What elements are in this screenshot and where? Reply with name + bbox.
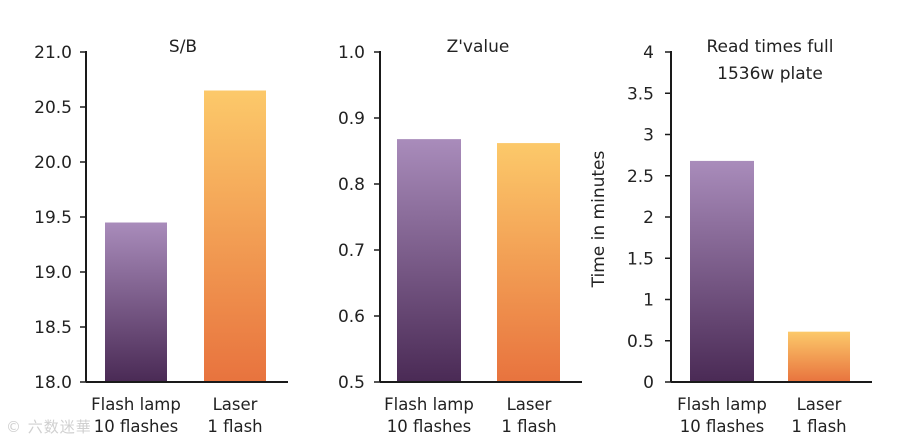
chart-title-3-line-1: Read times full (707, 37, 834, 57)
chart-title-2-line-1: Z'value (447, 37, 510, 57)
y-axis-label-3: Time in minutes (589, 151, 609, 289)
chart-title-3-line-2: 1536w plate (717, 64, 823, 84)
watermark-text: © 六数迷華 (6, 418, 92, 436)
chart-panel-3: 0 0.5 1 1.5 2 2.5 3 3.5 4 Read times full 1536w pl… (589, 37, 872, 436)
y-tick-label-1-7: 21.0 (34, 43, 72, 63)
x-category-label-2-2-line-2: 1 flash (501, 417, 556, 436)
y-tick-label-2-6: 1.0 (338, 43, 365, 63)
bar-2-1 (397, 139, 461, 382)
y-tick-label-3-9: 4 (643, 43, 654, 63)
y-tick-label-3-7: 3 (643, 126, 654, 146)
y-tick-label-2-2: 0.6 (338, 307, 365, 327)
bar-1-1 (105, 222, 167, 382)
chart-panel-1: 18.0 18.5 19.0 19.5 20.0 20.5 21.0 S/B Flash lam… (34, 37, 288, 436)
y-tick-label-1-3: 19.0 (34, 263, 72, 283)
x-category-label-3-1-line-2: 10 flashes (680, 417, 765, 436)
y-tick-label-3-2: 0.5 (627, 332, 654, 352)
x-category-label-3-2-line-1: Laser (797, 395, 842, 414)
y-tick-label-2-3: 0.7 (338, 241, 365, 261)
y-tick-label-3-1: 0 (643, 373, 654, 393)
x-category-label-3-1-line-1: Flash lamp (677, 395, 767, 414)
y-tick-label-1-4: 19.5 (34, 208, 72, 228)
y-tick-label-2-1: 0.5 (338, 373, 365, 393)
chart-panel-2: 0.5 0.6 0.7 0.8 0.9 1.0 Z'value Flash lamp 10 fl… (338, 37, 582, 436)
y-tick-label-3-6: 2.5 (627, 167, 654, 187)
x-category-label-1-1-line-1: Flash lamp (91, 395, 181, 414)
y-tick-label-3-3: 1 (643, 291, 654, 311)
x-category-label-2-1-line-1: Flash lamp (384, 395, 474, 414)
y-tick-label-2-4: 0.8 (338, 175, 365, 195)
y-tick-label-1-6: 20.5 (34, 98, 72, 118)
y-tick-label-3-8: 3.5 (627, 84, 654, 104)
chart-title-1-line-1: S/B (169, 37, 197, 57)
y-tick-label-2-5: 0.9 (338, 109, 365, 129)
bar-3-1 (690, 160, 754, 382)
x-category-label-2-2-line-1: Laser (507, 395, 552, 414)
x-category-label-2-1-line-2: 10 flashes (387, 417, 472, 436)
y-tick-label-1-2: 18.5 (34, 318, 72, 338)
bar-3-2 (788, 331, 850, 382)
bar-2-2 (497, 143, 560, 382)
x-category-label-1-2-line-2: 1 flash (207, 417, 262, 436)
x-category-label-1-1-line-2: 10 flashes (94, 417, 179, 436)
x-category-label-3-2-line-2: 1 flash (791, 417, 846, 436)
bar-1-2 (204, 90, 266, 382)
y-tick-label-3-4: 1.5 (627, 249, 654, 269)
y-tick-label-1-1: 18.0 (34, 373, 72, 393)
y-tick-label-1-5: 20.0 (34, 153, 72, 173)
x-category-label-1-2-line-1: Laser (213, 395, 258, 414)
y-tick-label-3-5: 2 (643, 208, 654, 228)
